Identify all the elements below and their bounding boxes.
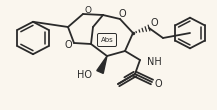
Polygon shape: [97, 56, 107, 73]
Text: NH: NH: [147, 57, 162, 67]
Text: O: O: [150, 18, 158, 28]
Text: O: O: [64, 40, 72, 50]
Text: O: O: [118, 9, 126, 19]
Text: Abs: Abs: [101, 37, 113, 43]
Text: O: O: [154, 79, 162, 89]
FancyBboxPatch shape: [97, 34, 117, 47]
Text: HO: HO: [77, 70, 92, 80]
Text: O: O: [84, 6, 92, 15]
